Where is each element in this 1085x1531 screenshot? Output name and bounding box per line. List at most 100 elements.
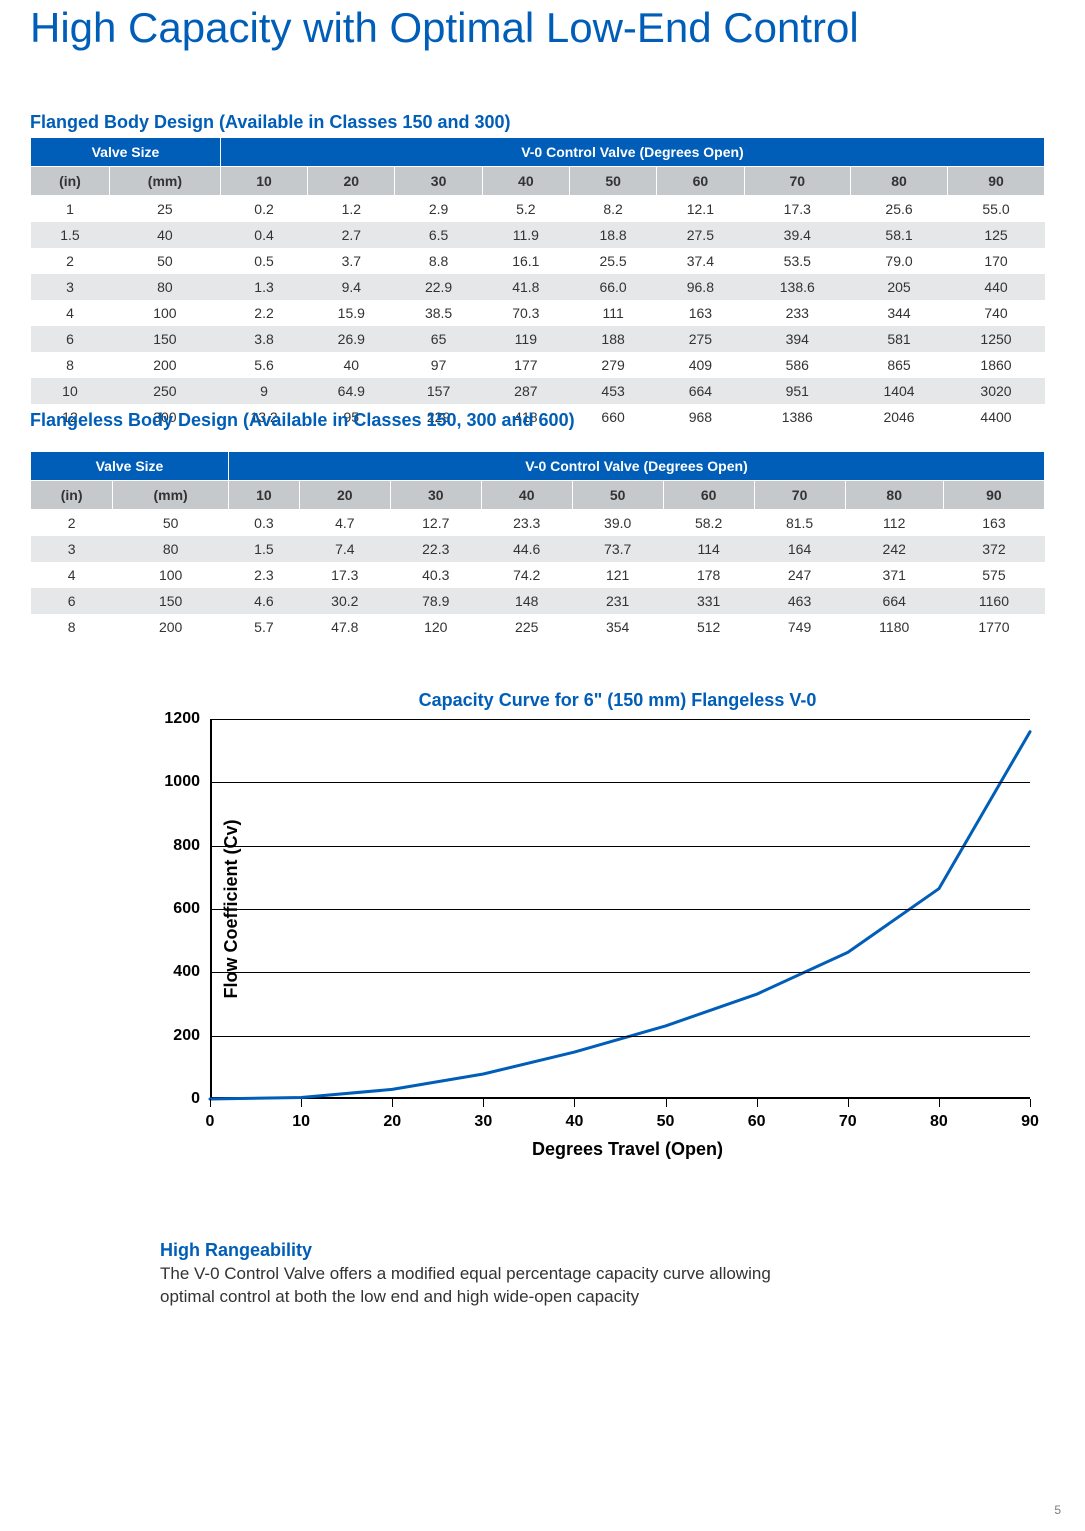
cell-value: 39.4	[744, 222, 851, 248]
chart-ytick-label: 0	[140, 1090, 200, 1108]
chart-xtick	[392, 1099, 393, 1107]
t1-col-deg-40: 40	[482, 167, 569, 196]
chart-gridline	[210, 972, 1030, 973]
cell-value: 1.3	[220, 274, 307, 300]
cell-value: 247	[754, 562, 845, 588]
t2-col-deg-40: 40	[481, 481, 572, 510]
cell-value: 25.5	[569, 248, 656, 274]
cell-value: 74.2	[481, 562, 572, 588]
cell-value: 53.5	[744, 248, 851, 274]
t1-col-in: (in)	[31, 167, 110, 196]
cell-value: 664	[845, 588, 943, 614]
cell-value: 64.9	[308, 378, 395, 404]
cell-in: 3	[31, 536, 113, 562]
table-row: 41002.215.938.570.3111163233344740	[31, 300, 1045, 326]
cell-value: 79.0	[851, 248, 948, 274]
cell-value: 344	[851, 300, 948, 326]
cell-value: 372	[943, 536, 1044, 562]
cell-value: 5.2	[482, 196, 569, 223]
chart-ytick-label: 1200	[140, 710, 200, 728]
cell-value: 354	[572, 614, 663, 640]
cell-in: 6	[31, 588, 113, 614]
cell-value: 11.9	[482, 222, 569, 248]
cell-value: 586	[744, 352, 851, 378]
cell-value: 1.2	[308, 196, 395, 223]
cell-value: 27.5	[657, 222, 744, 248]
cell-in: 4	[31, 562, 113, 588]
cell-value: 37.4	[657, 248, 744, 274]
cell-value: 22.3	[390, 536, 481, 562]
chart-xtick-label: 30	[474, 1113, 492, 1131]
cell-value: 114	[663, 536, 754, 562]
cell-value: 120	[390, 614, 481, 640]
t1-head-valve-size: Valve Size	[31, 138, 221, 167]
chart-xtick-label: 0	[206, 1113, 215, 1131]
cell-value: 5.7	[228, 614, 299, 640]
cell-mm: 80	[113, 536, 229, 562]
cell-value: 951	[744, 378, 851, 404]
cell-value: 1250	[948, 326, 1045, 352]
cell-value: 97	[395, 352, 482, 378]
table-row: 3801.57.422.344.673.7114164242372	[31, 536, 1045, 562]
cell-value: 3020	[948, 378, 1045, 404]
cell-value: 1770	[943, 614, 1044, 640]
cell-value: 38.5	[395, 300, 482, 326]
cell-value: 463	[754, 588, 845, 614]
t2-col-deg-30: 30	[390, 481, 481, 510]
cell-value: 5.6	[220, 352, 307, 378]
chart-xtick	[666, 1099, 667, 1107]
t2-col-deg-20: 20	[299, 481, 390, 510]
cell-value: 96.8	[657, 274, 744, 300]
cell-value: 8.8	[395, 248, 482, 274]
table1-title: Flanged Body Design (Available in Classe…	[30, 112, 1045, 133]
chart-ytick-label: 200	[140, 1027, 200, 1045]
chart-xtick	[939, 1099, 940, 1107]
cell-value: 157	[395, 378, 482, 404]
cell-value: 138.6	[744, 274, 851, 300]
cell-value: 15.9	[308, 300, 395, 326]
footer-block: High Rangeability The V-0 Control Valve …	[160, 1240, 820, 1309]
chart-gridline	[210, 719, 1030, 720]
chart-ytick-label: 1000	[140, 773, 200, 791]
cell-value: 575	[943, 562, 1044, 588]
cell-value: 4.7	[299, 510, 390, 537]
cell-value: 581	[851, 326, 948, 352]
chart-xtick	[301, 1099, 302, 1107]
cell-value: 26.9	[308, 326, 395, 352]
cell-value: 73.7	[572, 536, 663, 562]
cell-mm: 50	[113, 510, 229, 537]
cell-value: 0.2	[220, 196, 307, 223]
chart-xtick-label: 20	[383, 1113, 401, 1131]
table-row: 61504.630.278.91482313314636641160	[31, 588, 1045, 614]
cell-value: 111	[569, 300, 656, 326]
cell-value: 512	[663, 614, 754, 640]
cell-in: 2	[31, 248, 110, 274]
cell-value: 3.8	[220, 326, 307, 352]
cell-in: 4	[31, 300, 110, 326]
cell-value: 41.8	[482, 274, 569, 300]
cell-value: 9.4	[308, 274, 395, 300]
cell-mm: 150	[113, 588, 229, 614]
cell-value: 1160	[943, 588, 1044, 614]
cell-mm: 200	[113, 614, 229, 640]
cell-value: 0.3	[228, 510, 299, 537]
cell-value: 23.3	[481, 510, 572, 537]
cell-value: 233	[744, 300, 851, 326]
chart-xtick	[1030, 1099, 1031, 1107]
cell-value: 121	[572, 562, 663, 588]
cell-value: 2.7	[308, 222, 395, 248]
cell-value: 40.3	[390, 562, 481, 588]
cell-value: 25.6	[851, 196, 948, 223]
t2-col-mm: (mm)	[113, 481, 229, 510]
table-row: 41002.317.340.374.2121178247371575	[31, 562, 1045, 588]
cell-value: 279	[569, 352, 656, 378]
table-row: 61503.826.9651191882753945811250	[31, 326, 1045, 352]
t1-col-deg-50: 50	[569, 167, 656, 196]
cell-value: 22.9	[395, 274, 482, 300]
cell-value: 177	[482, 352, 569, 378]
cell-value: 1404	[851, 378, 948, 404]
cell-value: 7.4	[299, 536, 390, 562]
cell-value: 664	[657, 378, 744, 404]
cell-value: 371	[845, 562, 943, 588]
chart-xtick	[574, 1099, 575, 1107]
